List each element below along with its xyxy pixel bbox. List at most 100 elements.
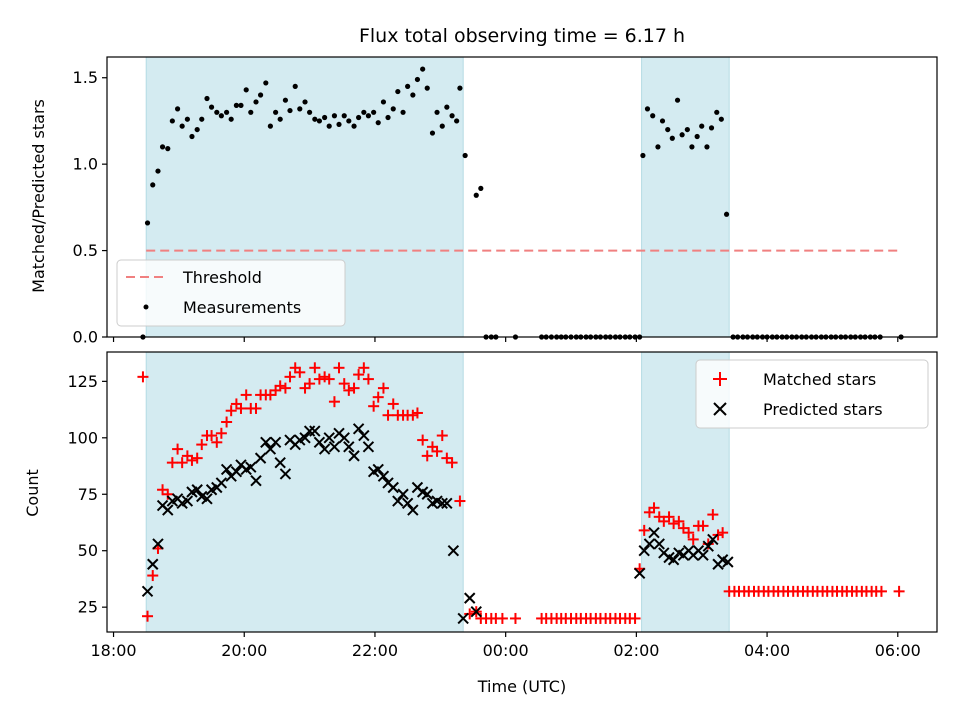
y-tick-label: 50 [78,541,98,560]
matched-star-point [221,416,233,428]
x-tick-label: 22:00 [352,641,398,660]
top-y-ticks: 0.0 0.5 1.0 1.5 [73,68,107,347]
measurement-point [640,152,646,159]
measurement-point [708,125,715,131]
matched-star-point [358,362,370,374]
predicted-star-point [436,497,448,509]
matched-star-point [446,457,458,469]
matched-star-point [309,362,321,374]
predicted-star-point [191,484,203,496]
predicted-star-point [147,558,159,570]
matched-star-point [687,533,699,545]
measurement-point [473,192,479,198]
predicted-star-point [464,592,476,604]
measurement-point [723,211,730,217]
predicted-star-point [348,450,360,462]
measurement-point [439,123,445,129]
predicted-star-point [162,504,174,516]
legend-matched-label: Matched stars [763,370,876,389]
predicted-stars-points [141,423,734,625]
measurement-point [405,83,411,89]
matched-star-point [147,570,159,582]
measurement-point [165,146,171,152]
matched-star-point [250,402,262,414]
matched-star-point [279,382,291,394]
matched-star-point [191,452,203,464]
measurement-point [273,109,279,115]
measurement-point [694,133,700,140]
measurement-point [669,135,675,141]
measurement-point [214,109,220,115]
measurement-point [478,185,484,191]
predicted-star-point [702,540,714,552]
matched-star-point [362,373,374,385]
matched-star-point [707,509,719,521]
measurement-point [208,104,215,110]
predicted-star-point [338,432,350,444]
predicted-star-point [441,497,453,509]
y-tick-label: 125 [67,372,98,391]
x-tick-label: 20:00 [221,641,267,660]
matched-star-point [176,457,188,469]
matched-star-point [717,527,729,539]
predicted-star-point [358,429,370,442]
matched-star-point [137,371,149,383]
matched-star-point [668,518,680,530]
matched-star-point [211,436,223,448]
matched-star-point [333,362,345,374]
predicted-star-point [250,475,262,487]
measurement-point [375,120,381,126]
bottom-x-ticks: 18:00 20:00 22:00 00:00 02:00 04:00 06:00 [90,632,921,660]
predicted-star-point [201,493,213,505]
matched-star-point [638,524,650,536]
matched-stars-points [137,362,905,624]
predicted-star-point [309,425,321,437]
predicted-star-point [653,538,665,550]
legend-matched-swatch [713,372,727,386]
y-tick-label: 25 [78,598,98,617]
bottom-panel: 25 50 75 100 125 18:00 20:00 22:00 00:00 02:00 04… [23,351,938,696]
x-tick-label: 06:00 [875,641,921,660]
bottom-shaded-regions [145,351,730,633]
measurement-point [380,99,387,105]
predicted-star-point [152,538,164,550]
matched-star-point [683,527,695,539]
matched-star-point [338,378,350,390]
y-tick-label: 0.5 [73,241,98,260]
measurement-point [420,66,426,72]
matched-star-point [417,434,429,446]
measurement-point [277,116,283,122]
measurement-point [361,109,367,115]
measurement-point [302,99,308,105]
measurement-point [331,113,338,119]
matched-star-point [509,612,521,624]
matched-star-point [284,371,296,383]
matched-star-point [377,382,389,394]
measurement-point [444,104,450,110]
shaded-interval-2 [641,56,730,338]
measurement-point [699,123,705,129]
legend-measurements-swatch [143,304,149,310]
predicted-star-point [215,477,228,489]
predicted-star-point [392,495,404,507]
predicted-star-point [648,526,660,539]
legend-measurements-label: Measurements [183,298,301,317]
predicted-star-point [260,436,272,449]
measurement-point [395,88,401,95]
measurement-point [434,109,440,115]
predicted-star-point [470,605,482,618]
predicted-star-point [638,545,650,557]
measurement-point [655,144,661,150]
measurement-point [150,182,156,188]
measurement-point [159,144,166,150]
predicted-star-point [269,436,282,449]
measurement-point [400,109,406,115]
matched-star-point [225,405,237,417]
measurement-point [665,126,671,133]
measurement-point [414,76,421,83]
measurement-point [371,109,377,115]
matched-star-point [172,443,184,455]
predicted-star-point [313,436,326,449]
measurement-point [287,107,293,114]
